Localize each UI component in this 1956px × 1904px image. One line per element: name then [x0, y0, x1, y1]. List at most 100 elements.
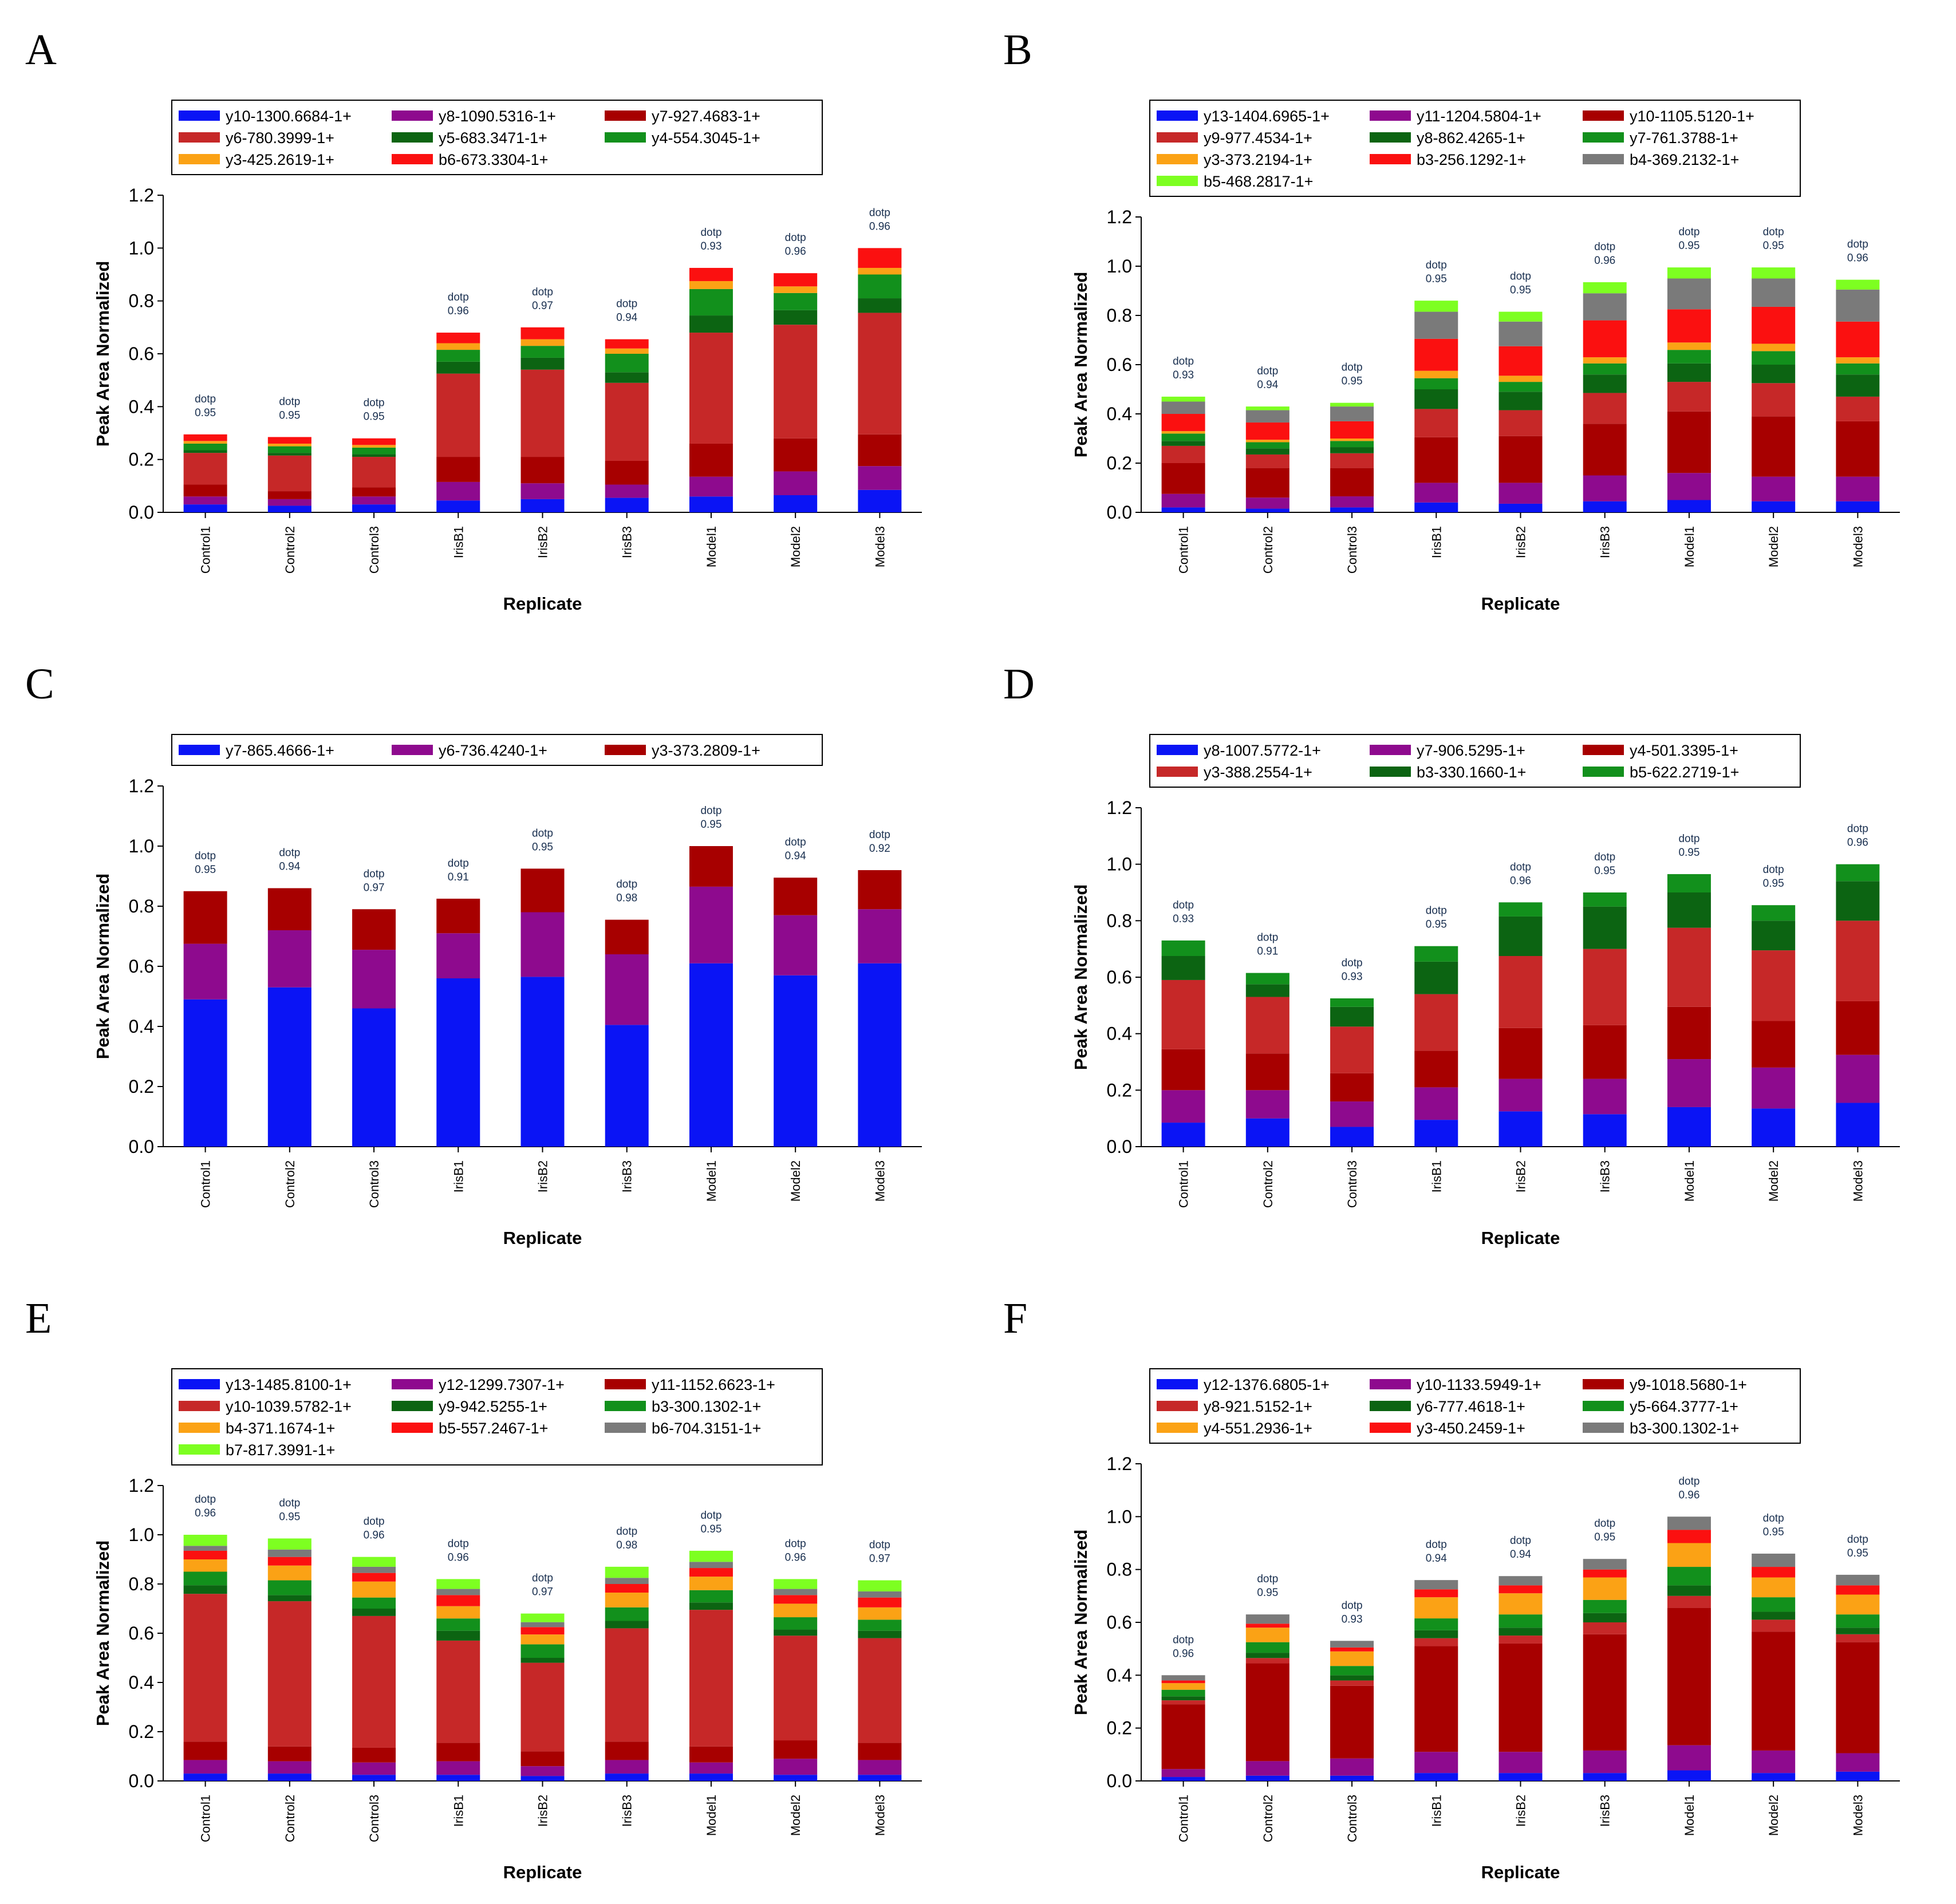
- legend-swatch: [392, 1401, 433, 1411]
- bar-segment: [183, 1559, 227, 1572]
- dotp-label: dotp: [1257, 1573, 1278, 1585]
- dotp-value: 0.93: [1173, 369, 1194, 381]
- bar-segment: [1330, 421, 1374, 439]
- bar-segment: [774, 310, 818, 325]
- dotp-label: dotp: [700, 227, 721, 239]
- bar-segment: [1245, 1628, 1289, 1642]
- bar-segment: [352, 1597, 396, 1609]
- bar-segment: [1161, 396, 1205, 402]
- bar-segment: [1498, 436, 1543, 483]
- bar-segment: [1161, 1675, 1205, 1681]
- legend-swatch: [1157, 745, 1198, 755]
- x-tick-label: Control2: [283, 1795, 297, 1842]
- x-tick-label: Control2: [1261, 1160, 1275, 1208]
- dotp-label: dotp: [1678, 1475, 1699, 1487]
- legend-box: [1149, 100, 1801, 197]
- legend-swatch: [392, 1379, 433, 1389]
- y-tick-label: 0.4: [129, 1672, 154, 1693]
- legend-swatch: [605, 110, 646, 121]
- bar-segment: [352, 1609, 396, 1616]
- legend-swatch: [605, 1379, 646, 1389]
- x-tick-label: Control1: [199, 1160, 213, 1208]
- bar-segment: [689, 1562, 733, 1569]
- x-tick-label: Control1: [1177, 526, 1191, 574]
- bar-segment: [605, 1628, 649, 1742]
- x-tick-label: Control1: [199, 526, 213, 574]
- bar-segment: [774, 1617, 818, 1630]
- bar-segment: [352, 457, 396, 488]
- bar-segment: [1836, 1574, 1880, 1586]
- bar-segment: [1583, 949, 1627, 1025]
- legend-label: y5-664.3777-1+: [1630, 1398, 1738, 1415]
- bar-segment: [1752, 1597, 1796, 1612]
- x-tick-label: Control3: [1345, 526, 1359, 574]
- bar-segment: [183, 891, 227, 944]
- bar-segment: [1414, 946, 1458, 962]
- bar-segment: [1498, 1628, 1543, 1636]
- legend-label: y7-906.5295-1+: [1417, 742, 1525, 759]
- bar-segment: [1752, 343, 1796, 351]
- dotp-value: 0.93: [700, 240, 721, 252]
- bar-segment: [1836, 1103, 1880, 1147]
- bar-segment: [267, 930, 311, 987]
- bar-segment: [267, 455, 311, 492]
- dotp-label: dotp: [1763, 226, 1784, 238]
- bar-segment: [1330, 1026, 1374, 1073]
- bar-segment: [1161, 401, 1205, 414]
- bar-segment: [520, 1644, 565, 1658]
- bar-segment: [1583, 1569, 1627, 1578]
- legend-swatch: [179, 110, 220, 121]
- bar-segment: [352, 1573, 396, 1582]
- legend-label: y4-551.2936-1+: [1204, 1420, 1312, 1437]
- bar-segment: [1330, 1651, 1374, 1666]
- x-tick-label: Control1: [1177, 1795, 1191, 1842]
- bar-segment: [1245, 973, 1289, 985]
- dotp-value: 0.95: [1763, 240, 1784, 252]
- bar-segment: [858, 274, 902, 299]
- bar-segment: [605, 382, 649, 461]
- bar-segment: [1498, 1752, 1543, 1773]
- dotp-label: dotp: [532, 827, 553, 839]
- bar-segment: [1836, 1642, 1880, 1753]
- bar-segment: [1583, 1025, 1627, 1079]
- y-tick-label: 0.0: [1107, 502, 1132, 523]
- x-tick-label: IrisB1: [451, 526, 466, 558]
- legend-swatch: [1157, 1379, 1198, 1389]
- bar-segment: [1330, 1647, 1374, 1652]
- dotp-label: dotp: [1763, 864, 1784, 876]
- bar-segment: [1414, 301, 1458, 312]
- bar-segment: [183, 999, 227, 1147]
- y-tick-label: 0.2: [1107, 1718, 1132, 1739]
- dotp-label: dotp: [195, 850, 216, 862]
- legend-swatch: [605, 745, 646, 755]
- x-axis-title: Replicate: [1481, 1862, 1560, 1882]
- dotp-label: dotp: [1426, 905, 1447, 917]
- bar-segment: [1667, 1006, 1711, 1060]
- bar-segment: [1330, 406, 1374, 421]
- dotp-value: 0.95: [195, 864, 216, 876]
- bar-segment: [1667, 1770, 1711, 1781]
- legend-swatch: [392, 1423, 433, 1433]
- x-tick-label: Control2: [283, 1160, 297, 1208]
- legend-swatch: [1370, 1423, 1411, 1433]
- legend-box: [171, 100, 823, 175]
- legend-label: y7-927.4683-1+: [652, 108, 760, 125]
- bar-segment: [774, 273, 818, 287]
- dotp-value: 0.96: [364, 1530, 385, 1542]
- legend-label: b5-557.2467-1+: [439, 1420, 548, 1437]
- legend-swatch: [179, 154, 220, 164]
- legend-swatch: [1583, 1401, 1624, 1411]
- bar-segment: [605, 1578, 649, 1584]
- bar-segment: [858, 298, 902, 313]
- bar-segment: [1414, 378, 1458, 389]
- x-tick-label: IrisB2: [1514, 526, 1528, 558]
- bar-segment: [1752, 306, 1796, 344]
- bar-segment: [1245, 422, 1289, 440]
- dotp-value: 0.91: [448, 871, 469, 883]
- dotp-value: 0.96: [1594, 255, 1615, 267]
- bar-segment: [352, 454, 396, 457]
- y-tick-label: 0.8: [1107, 1559, 1132, 1580]
- bar-segment: [1161, 493, 1205, 508]
